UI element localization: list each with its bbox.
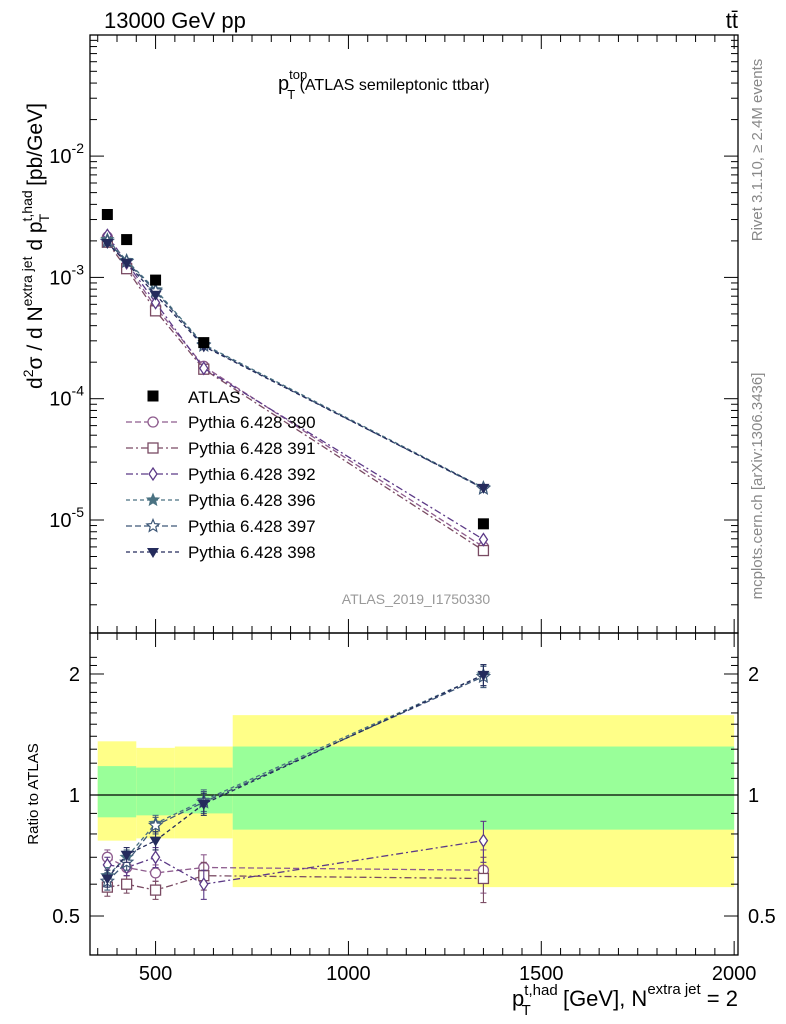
stat-uncertainty-band-3	[232, 746, 735, 830]
ratio-y-axis-label: Ratio to ATLAS	[25, 743, 42, 844]
ratio-series-point	[478, 833, 489, 848]
x-tick-label: 1500	[519, 963, 564, 985]
ratio-plot-frame	[89, 632, 739, 956]
main-series-point	[120, 258, 133, 269]
legend-atlas-label: ATLAS	[188, 388, 241, 407]
mcplots-label: mcplots.cern.ch [arXiv:1306.3436]	[749, 373, 766, 600]
ratio-mc-series	[99, 664, 492, 904]
svg-text:d2σ / d Nextra jet d pt,hadT [: d2σ / d Nextra jet d pt,hadT [pb/GeV]	[19, 103, 52, 389]
legend-marker	[145, 492, 161, 507]
atlas-data-point	[198, 337, 210, 349]
main-series-point	[477, 544, 490, 557]
ratio-series-point	[199, 877, 209, 892]
atlas-data-markers	[101, 209, 489, 530]
ratio-series-line-5	[106, 674, 484, 879]
ratio-axis-ticks: 500 1000 1500 2000 0.5 0.5 1 1 2 2	[52, 633, 776, 985]
main-y-axis-label: d2σ / d Nextra jet d pt,hadT [pb/GeV]	[19, 103, 52, 389]
ratio-y-tick-label-right: 1	[748, 785, 759, 807]
legend-label: Pythia 6.428 398	[188, 543, 316, 562]
atlas-data-point	[121, 234, 133, 246]
legend-label: Pythia 6.428 396	[188, 491, 316, 510]
stat-uncertainty-band-1	[136, 767, 175, 816]
ratio-series-point	[149, 867, 162, 879]
x-tick-label: 2000	[712, 963, 757, 985]
analysis-watermark: ATLAS_2019_I1750330	[342, 591, 491, 607]
main-series-point	[477, 483, 490, 494]
ratio-series-point	[149, 884, 162, 896]
header-left-label: 13000 GeV pp	[104, 8, 246, 33]
ratio-series-point	[147, 817, 164, 832]
main-axis-ticks: 10-5 10-4 10-3 10-2	[49, 35, 738, 633]
ratio-series-point	[150, 850, 161, 865]
legend-marker	[145, 517, 161, 533]
main-series-point	[478, 532, 489, 547]
ratio-series-point	[477, 670, 490, 681]
rivet-version-label: Rivet 3.1.10, ≥ 2.4M events	[749, 59, 766, 242]
legend-atlas-marker	[147, 390, 159, 402]
main-y-tick-label: 10-5	[49, 504, 84, 532]
legend-label: Pythia 6.428 391	[188, 439, 316, 458]
atlas-data-point	[150, 274, 162, 286]
x-axis-label: pt,had T [GeV], Nextra jet = 2	[512, 981, 738, 1019]
x-tick-label: 500	[139, 963, 172, 985]
ratio-series-point	[149, 836, 162, 847]
ratio-uncertainty-bands	[97, 715, 735, 888]
legend: ATLAS Pythia 6.428 390 Pythia 6.428 391 Pyt…	[126, 388, 316, 562]
ratio-series-point	[120, 850, 133, 861]
ratio-y-tick-label-right: 0.5	[748, 906, 776, 928]
main-series-point	[150, 295, 161, 310]
main-y-tick-label: 10-4	[49, 383, 84, 411]
x-tick-label: 1000	[326, 963, 371, 985]
ratio-series-point	[101, 874, 114, 885]
main-series-line-3	[106, 239, 484, 489]
legend-label: Pythia 6.428 397	[188, 517, 316, 536]
atlas-data-point	[477, 518, 489, 530]
ratio-y-tick-label: 0.5	[52, 906, 80, 928]
legend-label: Pythia 6.428 390	[188, 413, 316, 432]
ratio-y-tick-label-right: 2	[748, 664, 759, 686]
stat-uncertainty-band-0	[97, 766, 137, 818]
legend-marker	[147, 442, 159, 454]
legend-marker	[148, 466, 158, 482]
ratio-series-point	[197, 799, 210, 810]
legend-marker	[147, 416, 159, 428]
atlas-data-point	[101, 209, 113, 221]
ratio-series-point	[120, 878, 133, 890]
ratio-y-tick-label: 1	[69, 785, 80, 807]
legend-marker	[147, 548, 159, 558]
main-y-tick-label: 10-3	[49, 261, 84, 289]
main-series-line-2	[106, 235, 484, 541]
main-y-tick-label: 10-2	[49, 140, 84, 168]
legend-label: Pythia 6.428 392	[188, 465, 316, 484]
ratio-series-point	[477, 872, 490, 885]
main-series-point	[149, 290, 162, 301]
main-series-point	[101, 239, 114, 250]
ratio-y-tick-label: 2	[69, 664, 80, 686]
main-plot-title: ptop T (ATLAS semileptonic ttbar)	[278, 67, 490, 102]
header-right-label: tt̄	[726, 8, 738, 33]
main-series-point	[199, 361, 209, 376]
